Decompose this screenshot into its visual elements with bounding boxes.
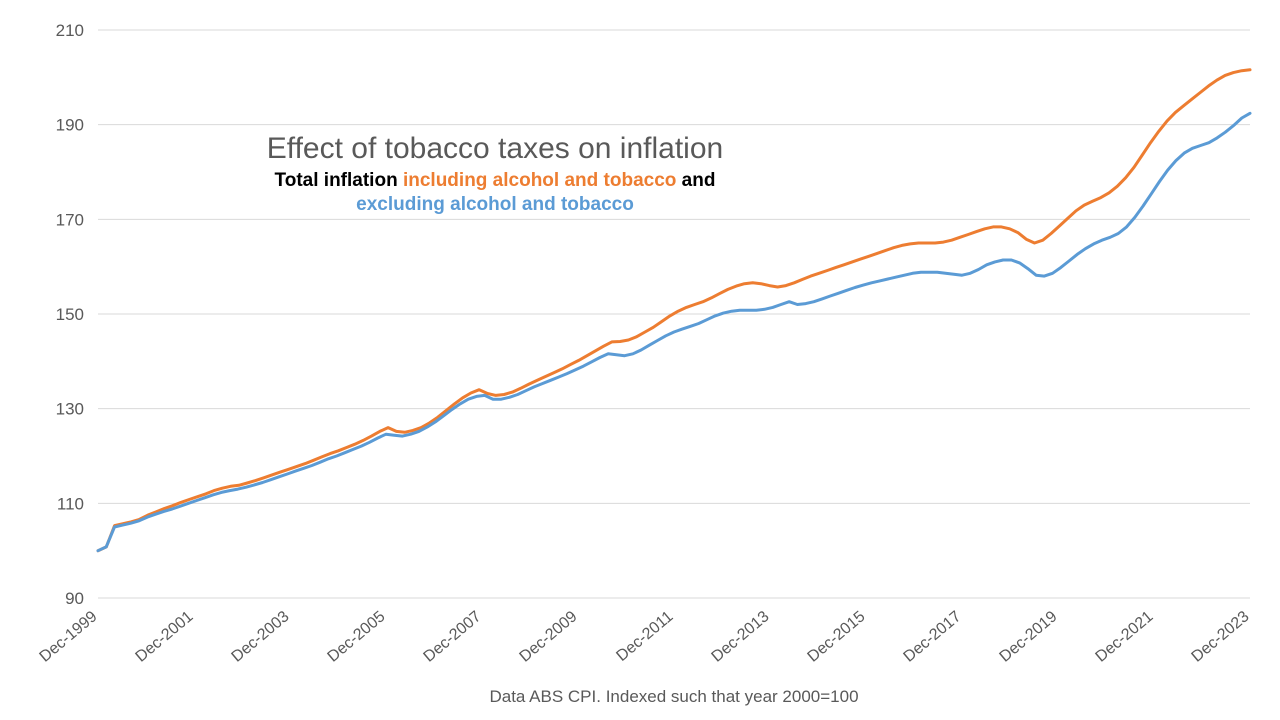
y-tick-label: 150 <box>56 305 84 324</box>
x-tick-label: Dec-2005 <box>324 608 388 666</box>
y-tick-label: 110 <box>57 494 84 513</box>
x-tick-label: Dec-2023 <box>1188 608 1252 666</box>
x-tick-label: Dec-2019 <box>996 608 1060 666</box>
x-tick-label: Dec-1999 <box>36 608 100 666</box>
x-tick-label: Dec-2015 <box>804 608 868 666</box>
chart-footer-caption: Data ABS CPI. Indexed such that year 200… <box>489 687 858 706</box>
y-tick-label: 170 <box>56 210 84 229</box>
x-tick-label: Dec-2003 <box>228 608 292 666</box>
x-tick-label: Dec-2011 <box>613 608 676 665</box>
y-tick-label: 190 <box>56 116 84 135</box>
x-tick-label: Dec-2017 <box>900 608 964 666</box>
x-tick-label: Dec-2001 <box>132 608 196 666</box>
chart-svg: 90 110 130 150 170 190 210 Dec-1999 Dec-2001 Dec-… <box>0 0 1280 720</box>
x-tick-label: Dec-2009 <box>516 608 580 666</box>
x-tick-label: Dec-2021 <box>1092 608 1156 666</box>
chart-subtitle-line2: excluding alcohol and tobacco <box>356 194 634 215</box>
y-tick-label: 90 <box>65 589 84 608</box>
chart-subtitle-line1: Total inflation including alcohol and to… <box>275 170 716 191</box>
inflation-line-chart: 90 110 130 150 170 190 210 Dec-1999 Dec-2001 Dec-… <box>0 0 1280 720</box>
x-tick-label: Dec-2013 <box>708 608 772 666</box>
y-tick-label: 130 <box>56 400 84 419</box>
chart-title: Effect of tobacco taxes on inflation <box>267 132 723 165</box>
x-tick-label: Dec-2007 <box>420 608 484 666</box>
y-tick-label: 210 <box>56 21 84 40</box>
